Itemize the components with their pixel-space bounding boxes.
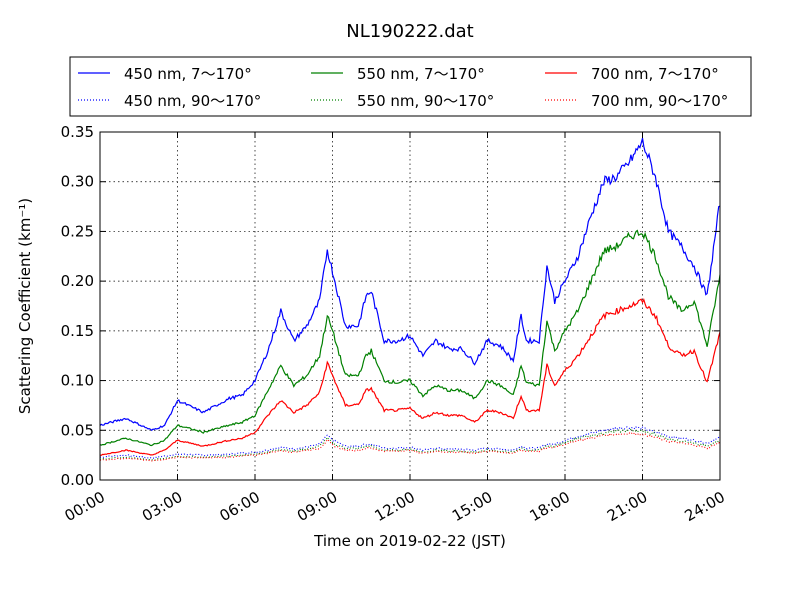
x-tick-label: 12:00 (372, 488, 418, 525)
legend-box (69, 56, 752, 117)
y-tick-label: 0.10 (61, 372, 94, 390)
series-line (99, 431, 721, 462)
series-line (99, 426, 721, 459)
x-tick-label: 03:00 (139, 488, 185, 525)
legend: 450 nm, 7～170° 550 nm, 7～170° 700 nm, 7～17… (69, 56, 752, 117)
grid (100, 132, 720, 480)
legend-label: 550 nm, 7～170° (357, 65, 485, 83)
y-tick-label: 0.05 (61, 421, 94, 439)
x-tick-label: 09:00 (294, 488, 340, 525)
legend-label: 700 nm, 90～170° (591, 92, 728, 110)
chart-title: NL190222.dat (346, 21, 473, 42)
series-line (99, 137, 721, 432)
x-tick-label: 00:00 (62, 488, 108, 525)
plot-frame (99, 131, 721, 481)
legend-label: 450 nm, 90～170° (124, 92, 261, 110)
legend-label: 550 nm, 90～170° (357, 92, 494, 110)
x-tick-label: 24:00 (682, 488, 728, 525)
y-axis-label: Scattering Coefficient (km⁻¹) (16, 198, 34, 414)
x-tick-label: 18:00 (527, 488, 573, 525)
y-tick-label: 0.35 (61, 123, 94, 141)
y-tick-label: 0.30 (61, 173, 94, 191)
y-tick-label: 0.00 (61, 471, 94, 489)
legend-label: 700 nm, 7～170° (591, 65, 719, 83)
y-tick-label: 0.20 (61, 272, 94, 290)
y-tick-label: 0.25 (61, 222, 94, 240)
series-group (99, 137, 721, 462)
legend-label: 450 nm, 7～170° (124, 65, 252, 83)
x-tick-label: 15:00 (449, 488, 495, 525)
series-line (99, 229, 721, 447)
x-tick-label: 06:00 (217, 488, 263, 525)
series-line (99, 297, 721, 456)
series-line (99, 428, 721, 461)
x-axis-label: Time on 2019-02-22 (JST) (313, 532, 506, 550)
x-tick-label: 21:00 (604, 488, 650, 525)
y-tick-label: 0.15 (61, 322, 94, 340)
ticks: 00:00 03:00 06:00 09:00 12:00 15:00 18:00 21:00… (61, 123, 728, 525)
